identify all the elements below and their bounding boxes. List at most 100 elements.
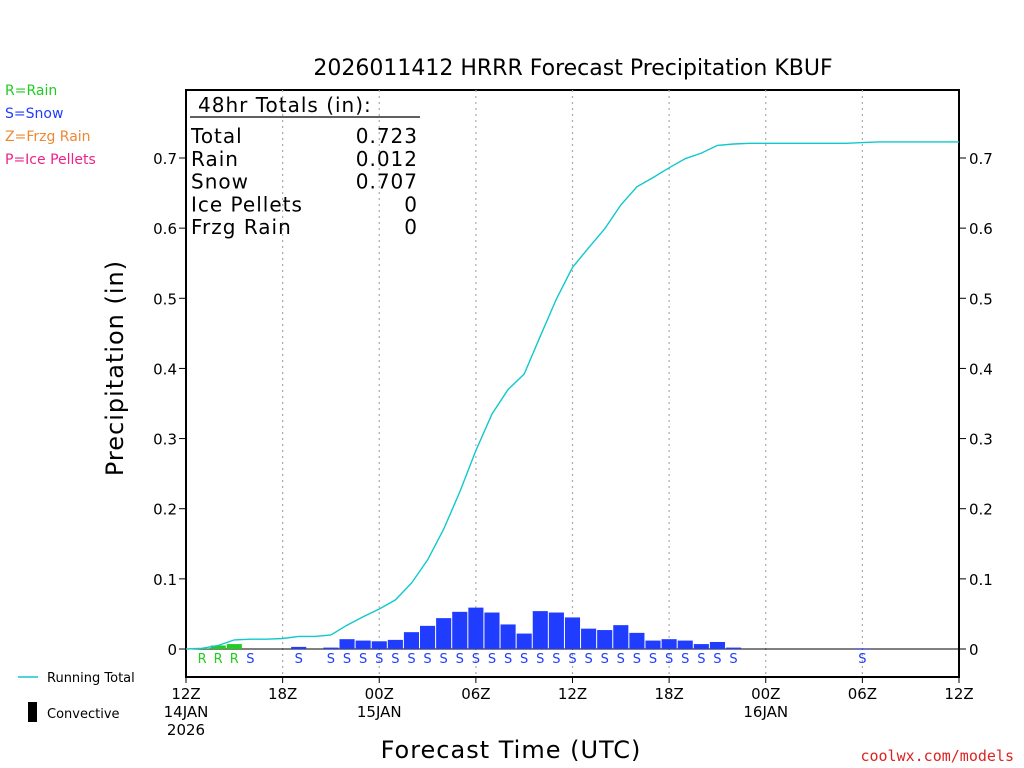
x-tick-label: 12Z xyxy=(171,685,200,703)
precip-type-code: S xyxy=(423,652,431,667)
precip-bar xyxy=(709,641,725,649)
precip-type-code: S xyxy=(246,652,254,667)
precip-type-code: S xyxy=(391,652,399,667)
precip-bar xyxy=(403,632,420,649)
y-tick-label: 0.4 xyxy=(153,360,177,378)
precip-type-code: R xyxy=(230,652,239,667)
precip-type-code: S xyxy=(488,652,496,667)
y-tick-label-right: 0.4 xyxy=(969,360,993,378)
precip-type-legend: R=Rain S=Snow Z=Frzg Rain P=Ice Pellets xyxy=(5,80,96,172)
precip-type-code: R xyxy=(198,652,207,667)
y-tick-label-right: 0.5 xyxy=(969,290,993,308)
x-axis-label: Forecast Time (UTC) xyxy=(381,736,642,764)
y-tick-label: 0.2 xyxy=(153,501,177,519)
precip-type-code: S xyxy=(536,652,544,667)
precip-type-code: S xyxy=(343,652,351,667)
x-tick-label: 14JAN xyxy=(164,703,209,721)
precip-type-code: S xyxy=(407,652,415,667)
precip-bar xyxy=(597,630,613,649)
precip-bar xyxy=(564,617,581,649)
y-tick-label: 0.5 xyxy=(153,290,177,308)
legend-ice-pellets: P=Ice Pellets xyxy=(5,152,96,168)
y-tick-label-right: 0 xyxy=(969,641,979,659)
precip-type-code: S xyxy=(665,652,673,667)
precip-bar xyxy=(725,647,742,649)
totals-heading: 48hr Totals (in): xyxy=(198,93,372,117)
precip-bar xyxy=(226,644,242,649)
precip-type-code: S xyxy=(681,652,689,667)
precip-bar xyxy=(661,639,677,649)
y-tick-label: 0 xyxy=(167,641,177,659)
legend-frzg-rain: Z=Frzg Rain xyxy=(5,129,91,145)
precip-type-code: S xyxy=(520,652,528,667)
precip-bar xyxy=(677,640,693,649)
y-tick-label-right: 0.1 xyxy=(969,571,993,589)
precip-type-code: S xyxy=(472,652,480,667)
precip-bar xyxy=(532,611,548,649)
x-tick-label: 12Z xyxy=(558,685,587,703)
x-tick-label: 18Z xyxy=(268,685,297,703)
precip-bar xyxy=(371,641,387,649)
totals-row-label: Frzg Rain xyxy=(191,215,292,239)
y-tick-label: 0.7 xyxy=(153,150,177,168)
precip-bar xyxy=(581,628,597,649)
precip-bar xyxy=(693,644,709,649)
legend-running-total: Running Total xyxy=(47,671,135,686)
precip-type-code: S xyxy=(713,652,721,667)
legend-rain: R=Rain xyxy=(5,83,58,99)
y-tick-label: 0.1 xyxy=(153,571,177,589)
precip-type-code: S xyxy=(649,652,657,667)
credit-text: coolwx.com/models xyxy=(860,747,1014,765)
precip-type-code: S xyxy=(858,652,866,667)
x-tick-label: 18Z xyxy=(654,685,683,703)
convective-swatch xyxy=(28,702,37,722)
running-total-series xyxy=(185,141,959,650)
x-tick-label: 00Z xyxy=(365,685,394,703)
legend-convective: Convective xyxy=(47,707,120,722)
precip-type-code: S xyxy=(617,652,625,667)
precip-bar xyxy=(387,639,403,649)
totals-row-label: Ice Pellets xyxy=(191,192,303,216)
precip-bar xyxy=(210,645,226,649)
precip-bar xyxy=(516,633,532,649)
precip-bar xyxy=(468,607,484,649)
precip-type-code: S xyxy=(440,652,448,667)
y-tick-label-right: 0.7 xyxy=(969,150,993,168)
x-tick-label: 06Z xyxy=(848,685,877,703)
precip-type-code: S xyxy=(295,652,303,667)
x-tick-label: 00Z xyxy=(751,685,780,703)
bars xyxy=(194,607,870,649)
totals-row-label: Snow xyxy=(191,170,249,194)
precip-bar xyxy=(629,632,645,649)
totals-row-label: Rain xyxy=(191,147,239,171)
precip-bar xyxy=(323,647,339,649)
grid xyxy=(282,90,863,677)
x-tick-label: 2026 xyxy=(167,721,205,739)
precip-bar xyxy=(291,646,307,649)
precip-bar xyxy=(613,625,629,649)
precip-bar xyxy=(484,612,500,649)
precip-type-code: S xyxy=(568,652,576,667)
totals-rows: Total 0.723 Rain 0.012 Snow 0.707 Ice Pellets 0… xyxy=(190,124,417,239)
legend-snow: S=Snow xyxy=(5,106,64,122)
precip-bar xyxy=(548,612,564,649)
precip-bar xyxy=(452,611,468,649)
chart-title: 2026011412 HRRR Forecast Precipitation K… xyxy=(313,56,832,81)
precip-bar xyxy=(436,618,452,649)
precip-type-code: R xyxy=(214,652,223,667)
precip-type-code: S xyxy=(584,652,592,667)
x-tick-label: 16JAN xyxy=(743,703,788,721)
y-tick-label: 0.3 xyxy=(153,431,177,449)
precip-type-code: S xyxy=(327,652,335,667)
precip-type-code: S xyxy=(633,652,641,667)
precip-bar xyxy=(645,640,661,649)
precip-type-code: S xyxy=(456,652,464,667)
precip-type-code: S xyxy=(552,652,560,667)
y-tick-label-right: 0.6 xyxy=(969,220,993,238)
x-tick-label: 12Z xyxy=(944,685,973,703)
totals-row-label: Total xyxy=(190,124,243,148)
precip-type-code: S xyxy=(697,652,705,667)
y-tick-label-right: 0.3 xyxy=(969,431,993,449)
